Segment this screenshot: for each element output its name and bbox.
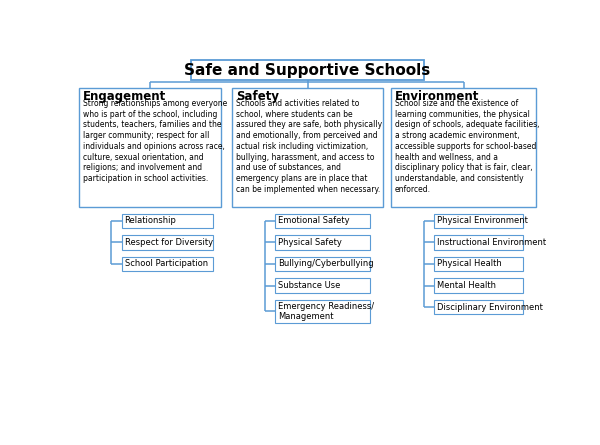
- FancyBboxPatch shape: [391, 88, 536, 207]
- Text: Emotional Safety: Emotional Safety: [278, 216, 350, 225]
- FancyBboxPatch shape: [191, 61, 424, 81]
- Text: Physical Environment: Physical Environment: [437, 216, 528, 225]
- FancyBboxPatch shape: [121, 214, 213, 228]
- FancyBboxPatch shape: [275, 214, 370, 228]
- Text: Physical Health: Physical Health: [437, 259, 502, 268]
- Text: Environment: Environment: [395, 90, 479, 103]
- FancyBboxPatch shape: [434, 235, 523, 250]
- Text: Bullying/Cyberbullying: Bullying/Cyberbullying: [278, 259, 374, 268]
- FancyBboxPatch shape: [232, 88, 383, 207]
- FancyBboxPatch shape: [275, 300, 370, 323]
- FancyBboxPatch shape: [434, 300, 523, 315]
- FancyBboxPatch shape: [275, 257, 370, 271]
- Text: School size and the existence of
learning communities, the physical
design of sc: School size and the existence of learnin…: [395, 99, 539, 194]
- Text: Instructional Environment: Instructional Environment: [437, 238, 546, 247]
- Text: Respect for Diversity: Respect for Diversity: [125, 238, 213, 247]
- Text: Disciplinary Environment: Disciplinary Environment: [437, 303, 543, 312]
- Text: Safety: Safety: [236, 90, 279, 103]
- FancyBboxPatch shape: [434, 214, 523, 228]
- FancyBboxPatch shape: [434, 278, 523, 293]
- Text: Safe and Supportive Schools: Safe and Supportive Schools: [184, 63, 431, 78]
- Text: Schools and activities related to
school, where students can be
assured they are: Schools and activities related to school…: [236, 99, 382, 194]
- FancyBboxPatch shape: [121, 235, 213, 250]
- Text: Physical Safety: Physical Safety: [278, 238, 342, 247]
- Text: Substance Use: Substance Use: [278, 281, 340, 290]
- Text: Engagement: Engagement: [83, 90, 166, 103]
- FancyBboxPatch shape: [275, 235, 370, 250]
- FancyBboxPatch shape: [79, 88, 221, 207]
- Text: Relationship: Relationship: [125, 216, 176, 225]
- Text: Strong relationships among everyone
who is part of the school, including
student: Strong relationships among everyone who …: [83, 99, 227, 183]
- FancyBboxPatch shape: [121, 257, 213, 271]
- Text: School Participation: School Participation: [125, 259, 208, 268]
- FancyBboxPatch shape: [434, 257, 523, 271]
- Text: Emergency Readiness/
Management: Emergency Readiness/ Management: [278, 302, 374, 321]
- Text: Mental Health: Mental Health: [437, 281, 496, 290]
- FancyBboxPatch shape: [275, 278, 370, 293]
